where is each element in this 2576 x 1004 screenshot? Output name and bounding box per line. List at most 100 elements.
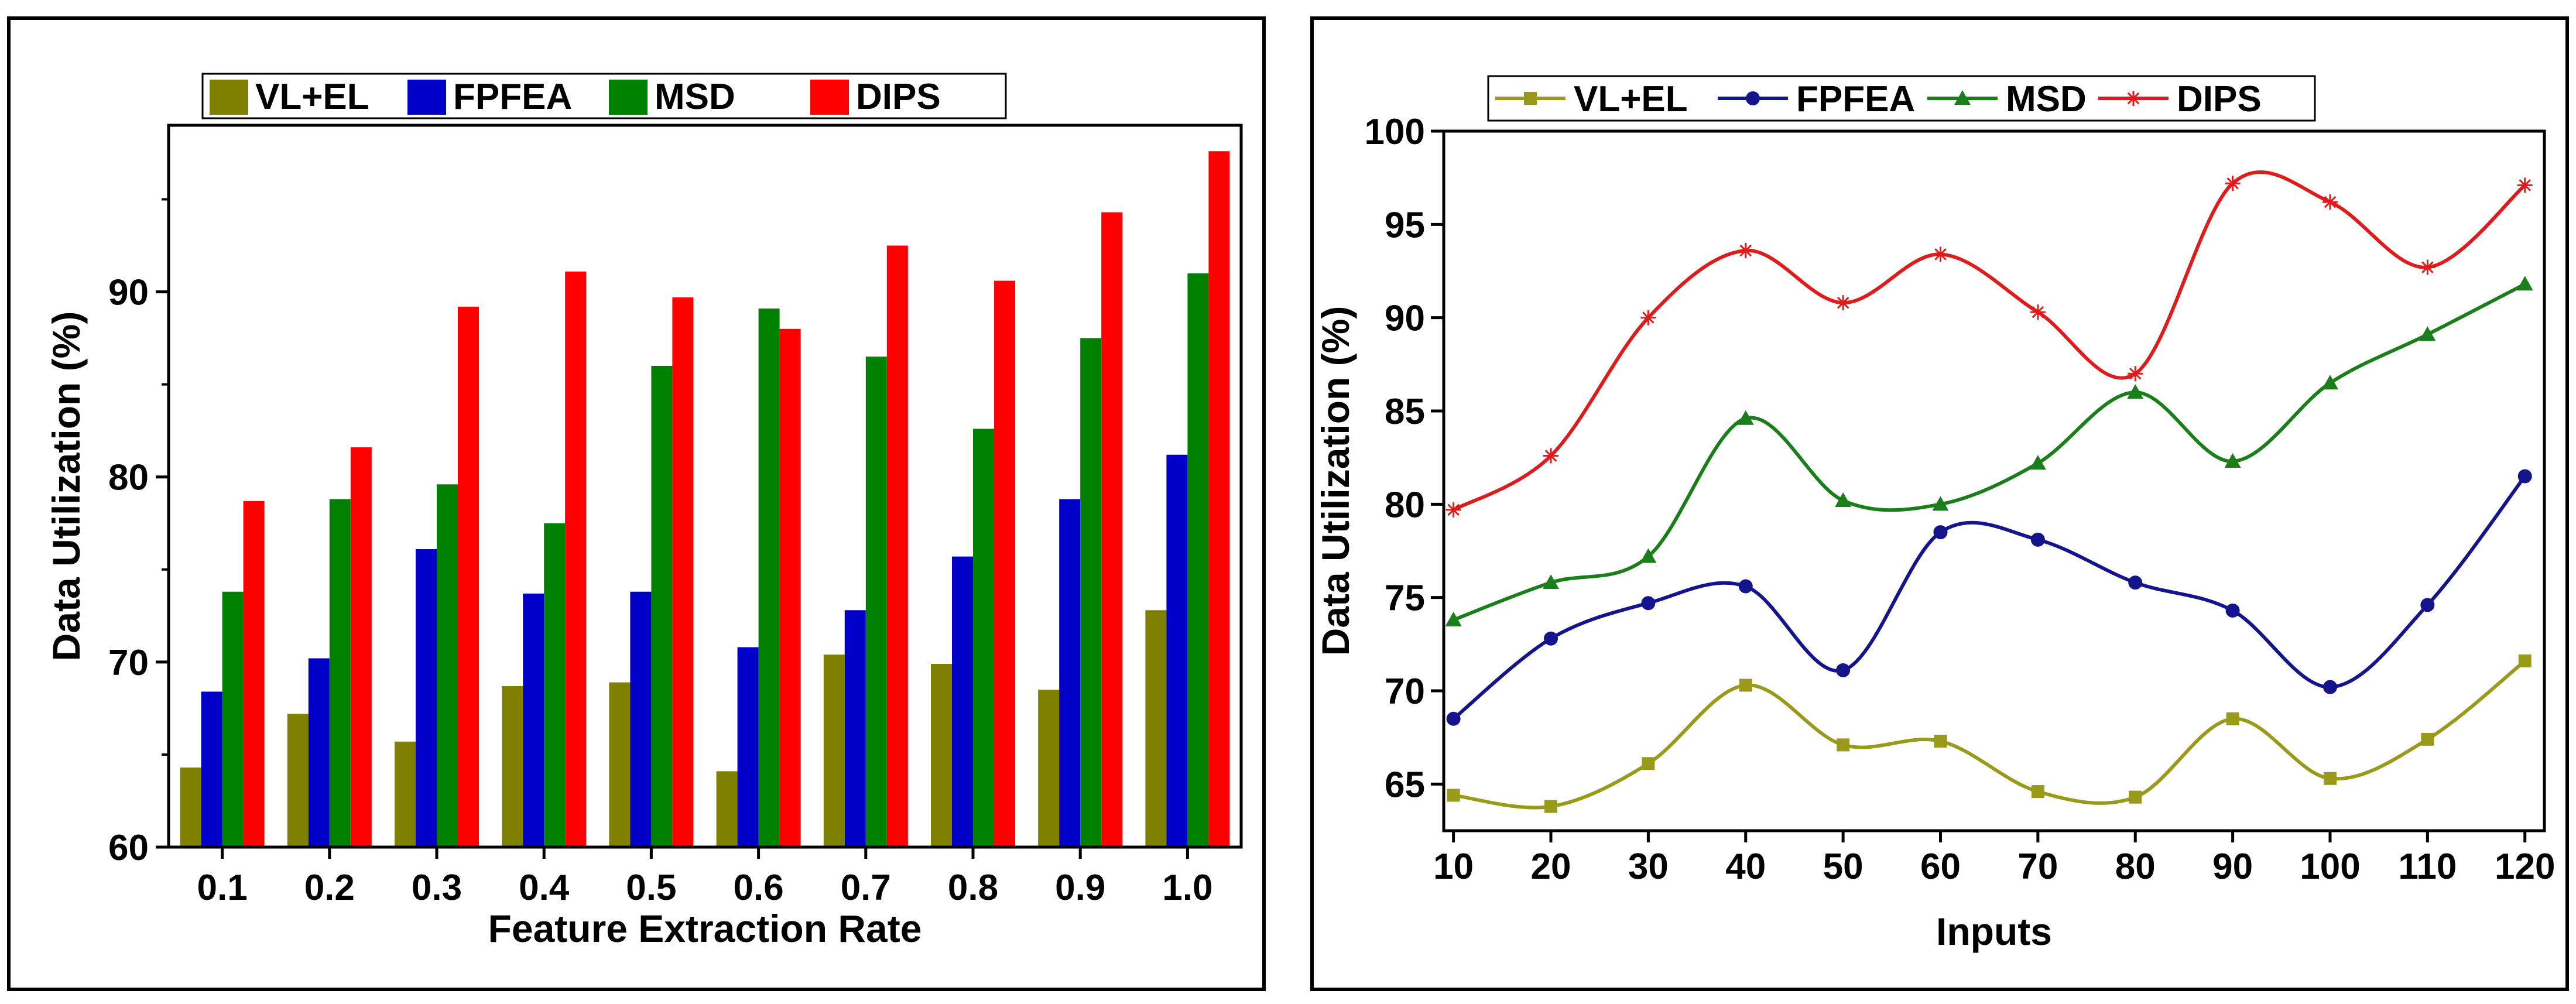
- y-tick-label: 65: [1385, 765, 1425, 805]
- point-vl-el-30: [1642, 757, 1655, 770]
- bar-dips-0.3: [458, 306, 479, 847]
- bar-fpfea-0.6: [737, 647, 759, 847]
- bar-vl-el-0.9: [1038, 690, 1060, 847]
- x-tick-label: 0.4: [519, 868, 570, 908]
- plot-frame: [1442, 129, 2546, 832]
- bar-dips-0.4: [565, 271, 587, 847]
- y-axis-label: Data Utilization (%): [44, 311, 88, 662]
- point-fpfea-80: [2128, 575, 2143, 590]
- bar-msd-0.6: [758, 308, 780, 847]
- bar-fpfea-1.0: [1166, 454, 1188, 847]
- point-dips-20: [1543, 448, 1559, 464]
- bar-fpfea-0.7: [844, 610, 866, 847]
- point-msd-80: [2127, 384, 2144, 399]
- y-tick-label: 85: [1385, 392, 1425, 432]
- x-tick-label: 90: [2212, 847, 2253, 887]
- bar-msd-0.3: [437, 484, 458, 847]
- legend-label: VL+EL: [1574, 79, 1688, 119]
- point-msd-90: [2224, 453, 2241, 468]
- point-fpfea-40: [1738, 579, 1753, 594]
- point-msd-20: [1543, 574, 1560, 590]
- bar-vl-el-0.6: [716, 771, 738, 847]
- point-vl-el-100: [2323, 772, 2337, 785]
- point-dips-80: [2128, 366, 2143, 382]
- point-vl-el-70: [2031, 785, 2044, 799]
- y-tick-label: 70: [108, 643, 149, 683]
- bar-msd-0.9: [1080, 338, 1102, 847]
- bar-vl-el-0.8: [931, 664, 952, 847]
- line-chart: 65 70 75 80 85 90 95 100 10 20 30 40 50 60 70 80 90 100 11…: [1314, 75, 2555, 953]
- point-dips-10: [1445, 502, 1461, 518]
- bar-dips-0.1: [243, 501, 265, 847]
- point-msd-70: [2029, 455, 2046, 470]
- bar-vl-el-1.0: [1145, 610, 1167, 847]
- x-tick-label: 0.7: [841, 868, 891, 908]
- point-fpfea-20: [1544, 631, 1558, 646]
- point-dips-50: [1835, 295, 1851, 311]
- x-tick-label: 20: [1531, 847, 1571, 887]
- legend-label: DIPS: [856, 77, 941, 117]
- point-msd-110: [2419, 326, 2436, 341]
- legend-box: [201, 73, 1007, 119]
- point-fpfea-100: [2322, 680, 2337, 694]
- x-tick-label: 40: [1725, 847, 1766, 887]
- bar-vl-el-0.7: [823, 655, 845, 847]
- point-vl-el-80: [2129, 790, 2142, 804]
- y-axis-label: Data Utilization (%): [1314, 306, 1357, 656]
- legend-label: MSD: [2006, 79, 2087, 119]
- y-tick-label: 80: [1385, 485, 1425, 525]
- series-line-msd: [1453, 282, 2526, 622]
- legend-label: DIPS: [2177, 79, 2262, 119]
- x-tick-label: 60: [1920, 847, 1961, 887]
- series-line-fpfea: [1452, 475, 2527, 721]
- bar-vl-el-0.5: [609, 682, 631, 847]
- legend-box: [1487, 75, 2316, 122]
- point-fpfea-60: [1933, 525, 1948, 540]
- bar-fpfea-0.8: [952, 556, 973, 847]
- x-tick-label: 30: [1628, 847, 1669, 887]
- x-tick-label: 80: [2115, 847, 2156, 887]
- point-dips-100: [2322, 194, 2338, 210]
- point-fpfea-10: [1446, 711, 1461, 726]
- bar-fpfea-0.9: [1059, 499, 1081, 847]
- legend-label: FPFEA: [1796, 79, 1915, 119]
- legend-label: VL+EL: [255, 77, 369, 117]
- bar-msd-1.0: [1187, 273, 1209, 847]
- point-dips-70: [2030, 304, 2046, 320]
- bar-msd-0.5: [651, 366, 673, 847]
- point-msd-60: [1932, 496, 1949, 511]
- point-msd-30: [1640, 548, 1657, 563]
- point-vl-el-120: [2518, 655, 2532, 668]
- legend-marker-dips: [2126, 91, 2141, 106]
- series-line-dips: [1453, 170, 2526, 512]
- point-dips-110: [2420, 259, 2435, 275]
- legend-swatch-msd: [609, 80, 648, 115]
- bar-chart-panel: 60 70 80 90 0.1 0.2 0.3 0.4 0.5 0.6 0.7 0.8 0.9 1.0 Fe…: [7, 16, 1266, 991]
- point-fpfea-120: [2517, 469, 2532, 484]
- x-tick-label: 0.5: [626, 868, 676, 908]
- legend-label: MSD: [655, 77, 735, 117]
- bar-fpfea-0.3: [416, 549, 437, 847]
- point-msd-50: [1835, 492, 1852, 507]
- bar-dips-0.8: [994, 280, 1015, 848]
- x-tick-label: 0.3: [412, 868, 462, 908]
- bar-dips-0.2: [350, 447, 372, 847]
- bar-msd-0.7: [865, 357, 887, 847]
- x-tick-label: 10: [1433, 847, 1474, 887]
- point-dips-60: [1933, 246, 1948, 262]
- legend: VL+EL FPFEA MSD DIPS: [201, 73, 1007, 119]
- x-tick-label: 0.2: [304, 868, 355, 908]
- x-tick-label: 100: [2300, 847, 2360, 887]
- point-vl-el-50: [1837, 738, 1850, 752]
- bar-fpfea-0.1: [201, 691, 222, 847]
- legend-swatch-fpfea: [407, 80, 446, 115]
- bar-dips-0.9: [1101, 212, 1123, 848]
- legend-marker-vl-el: [1524, 92, 1537, 105]
- point-msd-120: [2516, 276, 2533, 291]
- y-tick-label: 95: [1385, 205, 1425, 245]
- point-vl-el-40: [1739, 679, 1752, 692]
- legend-marker-fpfea: [1746, 91, 1760, 105]
- bar-vl-el-0.4: [502, 686, 523, 847]
- series-line-vl-el: [1453, 659, 2526, 810]
- bar-fpfea-0.2: [308, 658, 330, 847]
